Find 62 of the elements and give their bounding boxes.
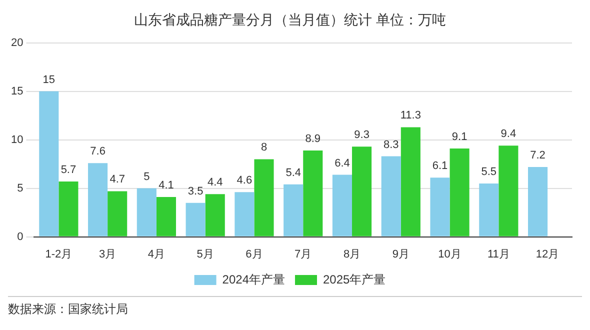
legend-label: 2025年产量 xyxy=(323,272,386,286)
bar xyxy=(400,127,420,236)
bar xyxy=(498,146,518,236)
bar xyxy=(430,178,450,236)
bar xyxy=(450,148,470,236)
legend-label: 2024年产量 xyxy=(222,272,286,286)
bar xyxy=(234,192,254,236)
y-tick-label: 5 xyxy=(17,182,24,194)
bar xyxy=(205,194,225,236)
y-tick-label: 15 xyxy=(10,85,24,98)
x-tick-label: 8月 xyxy=(343,248,361,260)
data-label: 5.7 xyxy=(60,164,76,176)
y-tick-label: 20 xyxy=(10,36,24,49)
x-tick-label: 5月 xyxy=(196,248,214,260)
data-label: 9.1 xyxy=(452,131,468,144)
data-label: 9.3 xyxy=(354,129,370,142)
data-label: 9.4 xyxy=(500,128,516,140)
bar xyxy=(156,197,176,236)
bar xyxy=(88,163,108,236)
data-label: 15 xyxy=(42,74,56,86)
data-label: 6.1 xyxy=(432,160,448,172)
data-label: 5.5 xyxy=(481,166,497,178)
data-label: 11.3 xyxy=(400,110,421,122)
source-note: 数据来源：国家统计局 xyxy=(8,302,128,316)
data-label: 3.5 xyxy=(188,185,204,198)
data-label: 8.9 xyxy=(305,133,321,145)
bar xyxy=(254,159,274,236)
bar xyxy=(303,150,323,236)
chart-title: 山东省成品糖产量分月（当月值）统计 单位：万吨 xyxy=(134,11,446,28)
data-label: 7.6 xyxy=(90,146,106,158)
data-label: 4.6 xyxy=(236,174,252,187)
x-tick-label: 1-2月 xyxy=(45,248,72,260)
x-tick-label: 11月 xyxy=(487,248,510,260)
bar xyxy=(381,156,401,236)
y-tick-label: 0 xyxy=(17,230,24,243)
x-tick-label: 6月 xyxy=(246,248,263,260)
x-tick-label: 3月 xyxy=(99,248,116,260)
data-label: 4.1 xyxy=(158,180,174,192)
bar xyxy=(186,202,206,236)
bar xyxy=(39,91,59,236)
data-label: 4.7 xyxy=(110,174,125,186)
data-label: 5 xyxy=(144,170,150,183)
bar xyxy=(136,188,156,236)
data-label: 5.4 xyxy=(286,166,301,179)
data-label: 8.3 xyxy=(383,138,399,151)
bar xyxy=(332,174,352,236)
bar xyxy=(528,166,548,236)
data-label: 6.4 xyxy=(334,157,350,170)
bar xyxy=(284,184,304,236)
x-tick-label: 7月 xyxy=(294,248,312,260)
bar xyxy=(479,183,499,236)
data-label: 4.4 xyxy=(207,176,223,189)
bar xyxy=(352,146,372,236)
data-label: 7.2 xyxy=(530,149,546,162)
bar xyxy=(108,191,128,236)
x-tick-label: 10月 xyxy=(438,248,462,260)
y-tick-label: 10 xyxy=(10,134,24,146)
x-tick-label: 9月 xyxy=(392,248,410,260)
x-tick-label: 12月 xyxy=(536,248,560,260)
data-label: 8 xyxy=(260,142,268,154)
x-tick-label: 4月 xyxy=(148,248,166,260)
bar xyxy=(58,182,78,236)
